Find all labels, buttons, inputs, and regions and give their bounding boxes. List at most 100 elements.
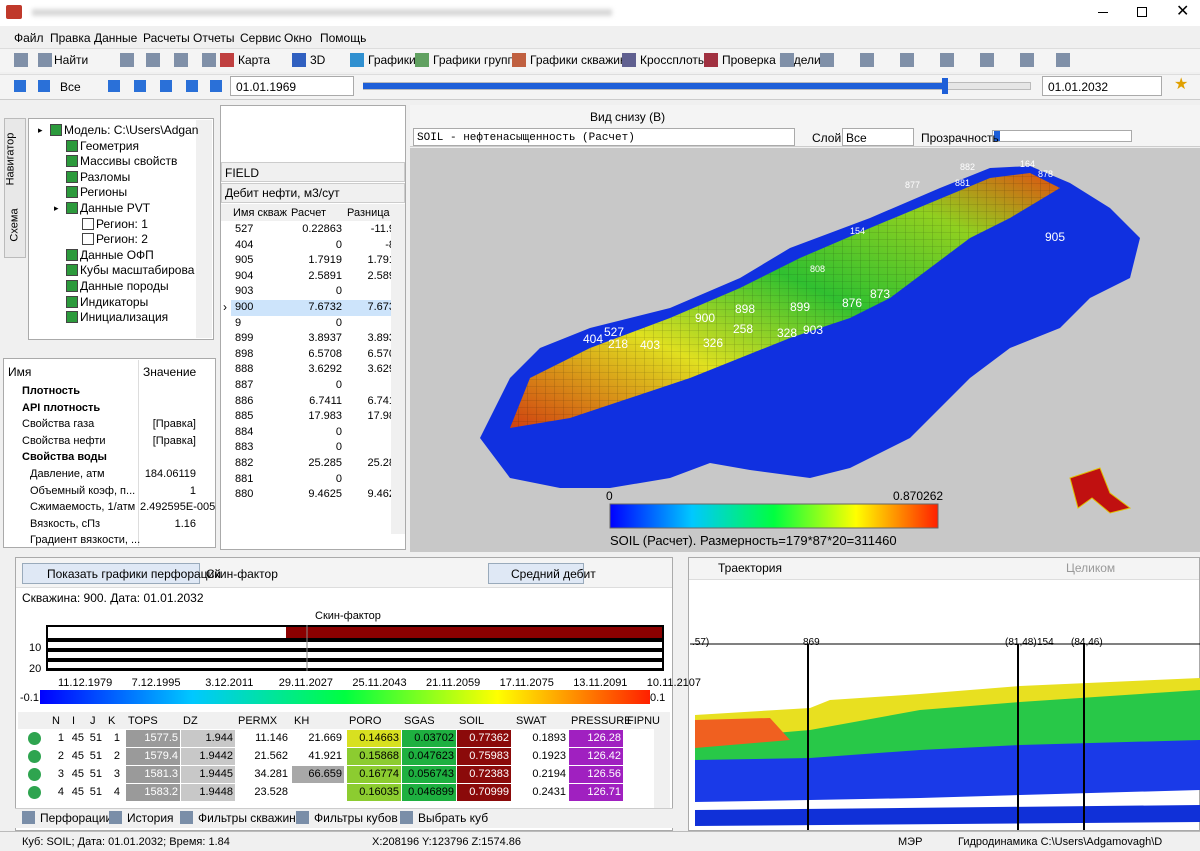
- menu-item[interactable]: Помощь: [320, 31, 367, 45]
- column-header: J: [90, 715, 96, 727]
- average-rate-text[interactable]: Средний дебит: [511, 567, 596, 581]
- tab-icon: [22, 811, 35, 824]
- tree-scrollbar[interactable]: [196, 120, 212, 338]
- toolbar-icon: [146, 53, 160, 67]
- navigator-tab[interactable]: Навигатор: [4, 132, 17, 186]
- favorite-star[interactable]: ★: [1174, 76, 1189, 93]
- calc-value: 1.7919: [308, 254, 342, 267]
- group-name: API плотность: [22, 401, 101, 414]
- well-name[interactable]: 887: [235, 379, 254, 391]
- well-name[interactable]: 888: [235, 363, 254, 376]
- group-select[interactable]: [221, 162, 405, 182]
- mode-select[interactable]: Скин-фактор: [206, 567, 278, 581]
- show-perforation-button[interactable]: [22, 563, 200, 584]
- well-name[interactable]: 9: [235, 316, 242, 329]
- well-name[interactable]: 880: [235, 488, 254, 501]
- well-name[interactable]: 527: [235, 223, 254, 235]
- well-name[interactable]: 882: [235, 457, 254, 469]
- layer-select[interactable]: [842, 128, 914, 146]
- nav-icon: [108, 80, 120, 92]
- find-button[interactable]: Найти: [54, 53, 89, 67]
- calc-value: 9.4625: [308, 488, 342, 501]
- transparency-handle[interactable]: [994, 131, 1000, 141]
- well-name[interactable]: 899: [235, 332, 254, 345]
- property-select[interactable]: [413, 128, 795, 146]
- y-tick-label: 10: [29, 642, 42, 654]
- well-label: 876: [842, 296, 863, 310]
- calc-value: 3.6292: [308, 363, 342, 376]
- menu-item[interactable]: Отчеты: [193, 31, 235, 45]
- calc-value: 0: [335, 238, 342, 251]
- layer-blue-deep: [695, 805, 1200, 826]
- zoom-select[interactable]: Целиком: [1066, 561, 1116, 575]
- toolbar-button[interactable]: Проверка модели: [722, 53, 821, 67]
- timeline-handle[interactable]: [942, 78, 948, 94]
- menu-item[interactable]: Окно: [284, 31, 312, 45]
- transparency-slider[interactable]: [992, 130, 1132, 142]
- well-name[interactable]: 404: [235, 238, 254, 251]
- cell-background: [236, 730, 290, 747]
- tree-item: Разломы: [80, 169, 131, 184]
- trajectory-select[interactable]: Траектория: [718, 561, 782, 575]
- toolbar: [0, 48, 1200, 72]
- maximize-button[interactable]: [1137, 7, 1147, 17]
- table-scrollbar[interactable]: [654, 712, 670, 808]
- well-name[interactable]: 905: [235, 254, 254, 267]
- toolbar-button[interactable]: Графики групп: [433, 53, 514, 67]
- toolbar-button[interactable]: Кроссплоты: [640, 53, 707, 67]
- well-name[interactable]: 898: [235, 347, 254, 360]
- cell-background: [402, 748, 456, 765]
- close-button[interactable]: ✕: [1176, 3, 1190, 20]
- navigator-tree: [28, 118, 214, 340]
- menu-item[interactable]: Сервис: [240, 31, 282, 45]
- tree-item: Регион: 2: [96, 232, 148, 247]
- tree-expander[interactable]: ▸: [54, 203, 59, 213]
- menu-item[interactable]: Расчеты: [143, 31, 190, 45]
- parameter-select[interactable]: [221, 183, 405, 203]
- property-value: 1: [189, 484, 196, 497]
- well-name[interactable]: 904: [235, 269, 254, 282]
- toolbar-icon: [820, 53, 834, 67]
- cell-background: [347, 784, 401, 801]
- 3d-view[interactable]: [410, 148, 1200, 552]
- toolbar-button[interactable]: 3D: [310, 53, 326, 67]
- view-select[interactable]: Вид снизу (В): [590, 110, 666, 124]
- bottom-tab[interactable]: История: [127, 811, 174, 825]
- end-date-box[interactable]: [1042, 76, 1162, 96]
- property-value: 1.16: [174, 517, 196, 530]
- bottom-tab[interactable]: Фильтры кубов: [314, 811, 398, 825]
- bottom-tab[interactable]: Выбрать куб: [418, 811, 489, 825]
- well-name[interactable]: 884: [235, 425, 254, 438]
- menu-item[interactable]: Файл: [14, 31, 44, 45]
- well-name[interactable]: 881: [235, 472, 254, 485]
- well-section-label: (81,48): [1005, 637, 1037, 648]
- well-name[interactable]: 903: [235, 285, 254, 298]
- cell-background: [236, 766, 290, 783]
- toolbar-button[interactable]: Графики: [368, 53, 416, 67]
- bottom-tab[interactable]: Перфорации: [40, 811, 113, 825]
- nav-icon: [14, 80, 26, 92]
- filter-label[interactable]: Все: [60, 80, 81, 94]
- surface-mesh: [510, 173, 1060, 428]
- well-scrollbar[interactable]: [391, 204, 405, 534]
- menu-item[interactable]: Данные: [94, 31, 138, 45]
- average-rate-button[interactable]: [488, 563, 584, 584]
- minimize-button[interactable]: [1098, 12, 1108, 13]
- start-date-box[interactable]: [230, 76, 354, 96]
- schema-tab[interactable]: Схема: [8, 208, 21, 242]
- tree-expander[interactable]: ▸: [38, 125, 43, 135]
- show-perforation-text[interactable]: Показать графики перфораций: [47, 567, 221, 581]
- toolbar-button[interactable]: Карта: [238, 53, 271, 67]
- toolbar-button[interactable]: Графики скважин: [530, 53, 627, 67]
- well-name[interactable]: 900: [235, 301, 254, 313]
- well-name[interactable]: 886: [235, 394, 254, 407]
- cell-background: [236, 784, 290, 801]
- column-header: Значение: [143, 365, 197, 379]
- table-cell: 2: [57, 750, 64, 762]
- skin-chart: [40, 625, 664, 704]
- bottom-tab[interactable]: Фильтры скважин: [198, 811, 296, 825]
- well-name[interactable]: 885: [235, 410, 254, 423]
- well-name[interactable]: 883: [235, 441, 254, 454]
- menu-item[interactable]: Правка: [50, 31, 91, 45]
